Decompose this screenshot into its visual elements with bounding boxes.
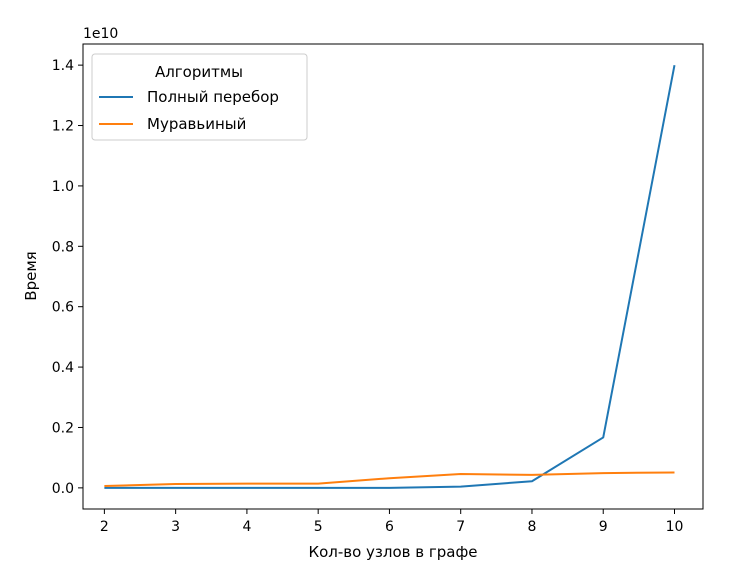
x-tick-label-4: 4 bbox=[242, 519, 251, 535]
x-tick-label-5: 5 bbox=[314, 519, 323, 535]
y-tick-label-0.8: 0.8 bbox=[52, 239, 74, 255]
y-tick-label-0.6: 0.6 bbox=[52, 300, 74, 316]
x-tick-label-7: 7 bbox=[456, 519, 465, 535]
x-tick-label-6: 6 bbox=[385, 519, 394, 535]
legend-label-full-search: Полный перебор bbox=[147, 88, 279, 106]
series-line-full-search bbox=[104, 64, 676, 489]
legend-title: Алгоритмы bbox=[155, 63, 243, 81]
plot-area bbox=[82, 43, 704, 510]
series-line-ant bbox=[104, 471, 675, 488]
y-tick-label-1.4: 1.4 bbox=[52, 58, 74, 74]
y-tick-label-0.4: 0.4 bbox=[52, 360, 74, 376]
legend: Алгоритмы Полный перебор Муравьиный bbox=[91, 53, 308, 141]
y-tick-label-0.0: 0.0 bbox=[52, 481, 74, 497]
y-offset-text: 1e10 bbox=[83, 26, 118, 42]
series-layer bbox=[104, 64, 676, 489]
x-tick-label-8: 8 bbox=[528, 519, 537, 535]
y-axis-label: Время bbox=[22, 251, 40, 300]
x-tick-label-9: 9 bbox=[599, 519, 608, 535]
y-tick-label-1.0: 1.0 bbox=[52, 179, 74, 195]
x-tick-label-10: 10 bbox=[666, 519, 684, 535]
y-tick-label-1.2: 1.2 bbox=[52, 119, 74, 135]
x-tick-label-2: 2 bbox=[100, 519, 109, 535]
legend-box bbox=[91, 53, 308, 141]
y-axis-ticks: 0.0 0.2 0.4 0.6 0.8 1.0 1.2 1.4 bbox=[52, 58, 83, 497]
legend-label-ant: Муравьиный bbox=[147, 115, 246, 133]
x-axis-label: Кол-во узлов в графе bbox=[308, 543, 477, 561]
plot-frame bbox=[82, 43, 704, 510]
y-tick-label-0.2: 0.2 bbox=[52, 420, 74, 436]
x-tick-label-3: 3 bbox=[171, 519, 180, 535]
x-axis-ticks: 2 3 4 5 6 7 8 9 10 bbox=[100, 509, 683, 535]
